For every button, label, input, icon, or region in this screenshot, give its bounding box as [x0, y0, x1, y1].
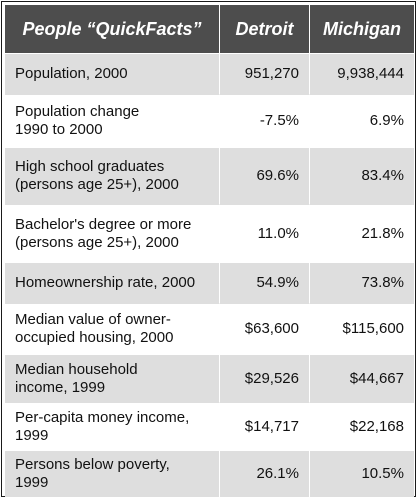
table-row: Median value of owner-occupied housing, …	[5, 303, 414, 354]
detroit-value: 11.0%	[220, 204, 310, 262]
row-label: Homeownership rate, 2000	[5, 262, 220, 303]
row-label-line: Per-capita money income,	[15, 408, 190, 426]
detroit-value: 69.6%	[220, 147, 310, 204]
row-label-line: Homeownership rate, 2000	[15, 274, 196, 291]
row-label: Per-capita money income, 1999	[5, 402, 220, 450]
table-row: Homeownership rate, 2000 54.9% 73.8%	[5, 262, 414, 303]
header-detroit: Detroit	[220, 5, 310, 53]
header-label: People “QuickFacts”	[5, 5, 220, 53]
detroit-value: $29,526	[220, 354, 310, 402]
michigan-value: 6.9%	[310, 94, 414, 147]
row-label-line: (persons age 25+), 2000	[15, 176, 179, 193]
header-michigan: Michigan	[310, 5, 414, 53]
detroit-value: $63,600	[220, 303, 310, 354]
michigan-value: $115,600	[310, 303, 414, 354]
row-label: Median household income, 1999	[5, 354, 220, 402]
detroit-value: 26.1%	[220, 450, 310, 497]
michigan-value: 73.8%	[310, 262, 414, 303]
detroit-value: 951,270	[220, 53, 310, 94]
row-label-line: Median value of owner-	[15, 311, 171, 328]
michigan-value: $44,667	[310, 354, 414, 402]
detroit-value: 54.9%	[220, 262, 310, 303]
table-row: Per-capita money income, 1999 $14,717 $22…	[5, 402, 414, 450]
row-label-line: Persons below poverty,	[15, 456, 170, 473]
michigan-value: $22,168	[310, 402, 414, 450]
row-label: Median value of owner-occupied housing, …	[5, 303, 220, 354]
table-row: High school graduates (persons age 25+), …	[5, 147, 414, 204]
row-label-line: 1990 to 2000	[15, 121, 103, 138]
row-label: Persons below poverty, 1999	[5, 450, 220, 497]
table-row: Persons below poverty, 1999 26.1% 10.5%	[5, 450, 414, 497]
row-label-line: 1999	[15, 474, 49, 491]
row-label: Population, 2000	[5, 53, 220, 94]
row-label: Bachelor's degree or more (persons age 25…	[5, 204, 220, 262]
row-label-line: High school graduates	[15, 158, 165, 175]
row-label-line: Population, 2000	[15, 65, 128, 82]
row-label: High school graduates (persons age 25+), …	[5, 147, 220, 204]
row-label-line: income, 1999	[15, 378, 106, 396]
michigan-value: 83.4%	[310, 147, 414, 204]
row-label: Population change 1990 to 2000	[5, 94, 220, 147]
detroit-value: -7.5%	[220, 94, 310, 147]
row-label-line: Median household	[15, 360, 138, 378]
table-row: Median household income, 1999 $29,526 $44…	[5, 354, 414, 402]
header-row: People “QuickFacts” Detroit Michigan	[5, 5, 414, 53]
row-label-line: (persons age 25+), 2000	[15, 233, 179, 251]
michigan-value: 21.8%	[310, 204, 414, 262]
quickfacts-table: People “QuickFacts” Detroit Michigan Pop…	[5, 5, 414, 497]
michigan-value: 10.5%	[310, 450, 414, 497]
row-label-line: Population change	[15, 103, 140, 120]
table-row: Population, 2000 951,270 9,938,444	[5, 53, 414, 94]
row-label-line: Bachelor's degree or more	[15, 215, 192, 233]
table-row: Bachelor's degree or more (persons age 25…	[5, 204, 414, 262]
michigan-value: 9,938,444	[310, 53, 414, 94]
row-label-line: 1999	[15, 426, 49, 444]
table-row: Population change 1990 to 2000 -7.5% 6.9%	[5, 94, 414, 147]
row-label-line: occupied housing, 2000	[15, 329, 174, 346]
detroit-value: $14,717	[220, 402, 310, 450]
